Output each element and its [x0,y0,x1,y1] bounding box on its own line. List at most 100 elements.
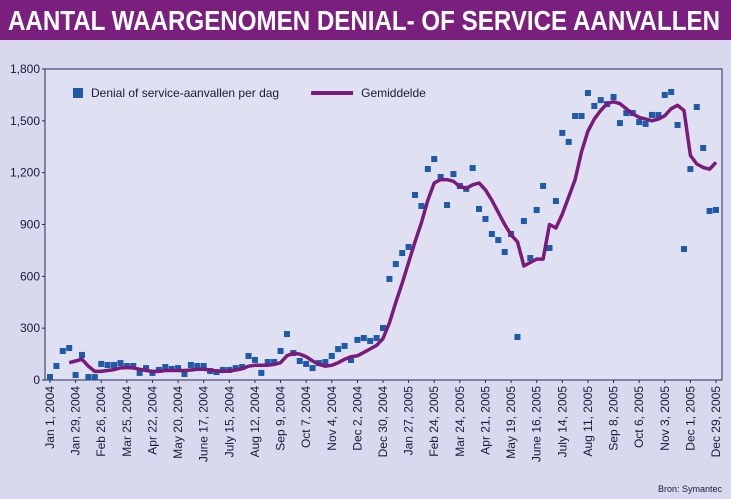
point [328,352,335,359]
point [136,369,143,376]
point [514,333,521,340]
point [175,365,182,372]
x-tick-label: Apr 21, 2005 [478,386,492,455]
x-tick-label: Sep 8, 2005 [607,386,621,451]
x-tick-label: Aug 11, 2005 [581,386,595,457]
x-tick-label: Dec 29, 2005 [709,386,723,458]
point [392,261,399,268]
x-tick-label: Oct 6, 2005 [632,386,646,448]
point [309,365,316,372]
point [527,255,534,262]
point [130,363,137,370]
line [68,100,718,374]
point [360,335,367,342]
point [187,361,194,368]
point [565,138,572,145]
x-tick-label: Dec 2, 2004 [350,386,364,451]
point [341,342,348,349]
x-tick-label: Nov 3, 2005 [658,386,672,451]
chart-title: AANTAL WAARGENOMEN DENIAL- OF SERVICE AA… [8,5,720,36]
point [623,110,630,117]
point [72,371,79,378]
y-tick-label: 0 [33,373,40,387]
x-tick-label: July 14, 2005 [555,386,569,458]
point [85,374,92,381]
point [322,359,329,366]
y-tick-label: 1,800 [10,62,40,76]
point [546,244,553,251]
point [706,208,713,215]
point [412,191,419,198]
point [700,144,707,151]
point [303,360,310,367]
point [552,198,559,205]
x-tick-label: Feb 24, 2005 [427,386,441,457]
point [713,206,719,213]
point [181,370,188,377]
point [482,215,489,222]
point [674,121,681,128]
point [251,356,258,363]
x-tick-label: Feb 26, 2004 [94,386,108,457]
x-tick-label: Dec 30, 2004 [376,386,390,458]
legend-marker [73,88,83,98]
point [162,364,169,371]
x-tick-label: July 15, 2004 [222,386,236,458]
point [347,356,354,363]
point [117,360,124,367]
point [399,250,406,257]
point [578,112,585,119]
point [258,369,265,376]
point [591,102,598,109]
point [104,361,111,368]
point [283,331,290,338]
x-tick-label: Mar 25, 2004 [120,386,134,457]
point [533,206,540,213]
source: Bron: Symantec [658,484,723,494]
point [469,165,476,172]
point [444,201,451,208]
point [655,111,662,118]
x-tick-label: Aug 12, 2004 [248,386,262,458]
point [610,93,617,100]
x-tick-label: June 17, 2004 [197,386,211,462]
x-tick-label: Jan 1, 2004 [43,386,57,449]
point [53,363,60,370]
point [111,361,118,368]
legend-label: Gemiddelde [361,86,426,100]
point [559,129,566,136]
point [648,111,655,118]
point [47,374,53,381]
point [405,243,412,250]
point [335,346,342,353]
point [687,166,694,173]
point [232,365,239,372]
point [296,357,303,364]
point [476,205,483,212]
point [572,112,579,119]
point [245,352,252,359]
point [642,120,649,127]
point [277,347,284,354]
point [386,275,393,282]
point [367,337,374,344]
point [143,365,150,372]
point [264,359,271,366]
point [200,363,207,370]
x-tick-label: May 19, 2005 [504,386,518,459]
point [668,88,675,95]
x-tick-label: Oct 7, 2004 [299,386,313,448]
point [450,171,457,178]
point [495,237,502,244]
y-tick-label: 1,500 [10,114,40,128]
point [520,218,527,225]
point [636,119,643,126]
x-tick-label: Jan 29, 2004 [69,386,83,456]
point [354,336,361,343]
point [540,182,547,189]
x-tick-label: May 20, 2004 [171,386,185,459]
point [418,203,425,210]
point [194,363,201,370]
x-tick-label: Apr 22, 2004 [145,386,159,455]
